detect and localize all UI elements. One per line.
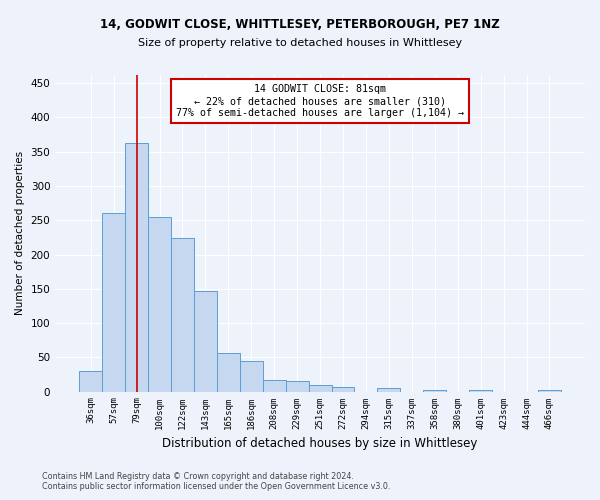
- Bar: [217, 352, 240, 392]
- Bar: [286, 382, 308, 392]
- Bar: [263, 380, 286, 392]
- Bar: [377, 388, 400, 392]
- Bar: [332, 387, 355, 392]
- Bar: [148, 217, 171, 392]
- Bar: [423, 390, 446, 392]
- Bar: [171, 238, 194, 392]
- Bar: [79, 371, 102, 392]
- Text: Size of property relative to detached houses in Whittlesey: Size of property relative to detached ho…: [138, 38, 462, 48]
- Bar: [194, 291, 217, 392]
- Bar: [469, 390, 492, 392]
- Text: 14, GODWIT CLOSE, WHITTLESEY, PETERBOROUGH, PE7 1NZ: 14, GODWIT CLOSE, WHITTLESEY, PETERBOROU…: [100, 18, 500, 30]
- Y-axis label: Number of detached properties: Number of detached properties: [15, 151, 25, 316]
- Bar: [240, 360, 263, 392]
- Text: 14 GODWIT CLOSE: 81sqm
← 22% of detached houses are smaller (310)
77% of semi-de: 14 GODWIT CLOSE: 81sqm ← 22% of detached…: [176, 84, 464, 117]
- Text: Contains public sector information licensed under the Open Government Licence v3: Contains public sector information licen…: [42, 482, 391, 491]
- Bar: [308, 384, 332, 392]
- Bar: [125, 143, 148, 392]
- Text: Contains HM Land Registry data © Crown copyright and database right 2024.: Contains HM Land Registry data © Crown c…: [42, 472, 354, 481]
- X-axis label: Distribution of detached houses by size in Whittlesey: Distribution of detached houses by size …: [163, 437, 478, 450]
- Bar: [102, 214, 125, 392]
- Bar: [538, 390, 561, 392]
